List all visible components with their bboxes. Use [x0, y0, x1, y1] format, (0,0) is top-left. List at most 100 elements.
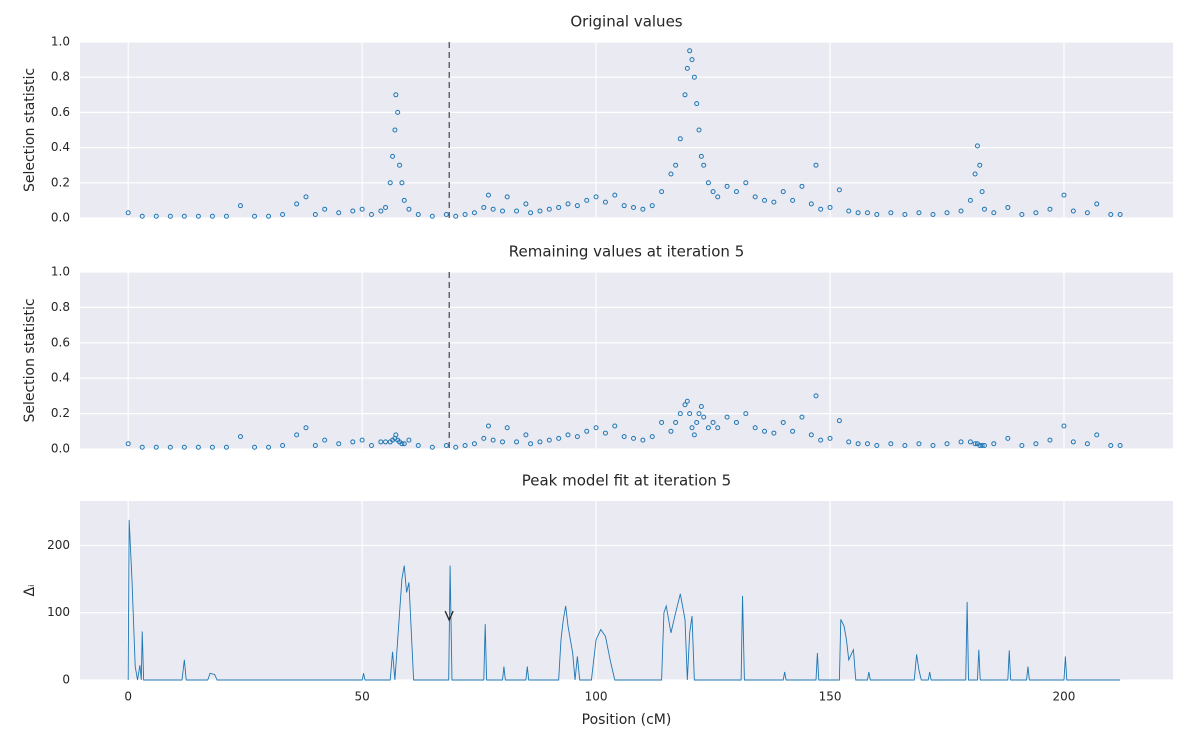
panel: 0.0 0.2 0.4 0.6 0.8 1.0 Remaining values at it…: [22, 243, 1173, 456]
point: [771, 199, 777, 205]
point: [1061, 423, 1067, 429]
point: [546, 437, 552, 443]
point: [181, 213, 187, 219]
point: [979, 442, 985, 448]
point: [383, 439, 389, 445]
point: [640, 437, 646, 443]
point: [733, 419, 739, 425]
x-tick-label: 150: [819, 690, 842, 704]
point: [537, 439, 543, 445]
point: [266, 444, 272, 450]
point: [336, 210, 342, 216]
point: [237, 434, 243, 440]
point: [715, 194, 721, 200]
point: [528, 210, 534, 216]
point: [979, 189, 985, 195]
point: [1047, 206, 1053, 212]
point: [855, 210, 861, 216]
point: [252, 213, 258, 219]
point: [649, 434, 655, 440]
point: [649, 203, 655, 209]
point: [701, 162, 707, 168]
point: [1094, 432, 1100, 438]
point: [565, 432, 571, 438]
point: [387, 180, 393, 186]
point: [902, 442, 908, 448]
point: [504, 425, 510, 431]
point: [429, 444, 435, 450]
point: [682, 402, 688, 408]
point: [715, 425, 721, 431]
x-tick-label: 0: [124, 690, 132, 704]
point: [813, 162, 819, 168]
point: [771, 430, 777, 436]
point: [537, 208, 543, 214]
point: [429, 213, 435, 219]
point: [485, 192, 491, 198]
point: [724, 183, 730, 189]
x-tick-label: 100: [585, 690, 608, 704]
point: [401, 197, 407, 203]
point: [181, 444, 187, 450]
point: [1019, 442, 1025, 448]
point: [453, 444, 459, 450]
point: [631, 204, 637, 210]
point: [303, 194, 309, 200]
point: [167, 444, 173, 450]
y-tick-label: 0.2: [51, 175, 70, 189]
x-axis-label: Position (cM): [582, 712, 672, 728]
y-tick-label: 0.4: [51, 140, 70, 154]
point: [659, 189, 665, 195]
point: [195, 213, 201, 219]
point: [799, 183, 805, 189]
point: [125, 210, 131, 216]
point: [266, 213, 272, 219]
point: [546, 206, 552, 212]
point: [694, 419, 700, 425]
point: [415, 211, 421, 217]
point: [701, 414, 707, 420]
point: [368, 211, 374, 217]
y-axis-label: Selection statistic: [22, 298, 38, 422]
point: [612, 423, 618, 429]
point: [710, 419, 716, 425]
point: [393, 92, 399, 98]
point: [490, 206, 496, 212]
panel: 0.0 0.2 0.4 0.6 0.8 1.0 Original values Selecti…: [22, 13, 1173, 225]
point: [677, 136, 683, 142]
point: [790, 428, 796, 434]
point: [698, 404, 704, 410]
point: [378, 439, 384, 445]
point: [902, 211, 908, 217]
point: [958, 208, 964, 214]
point: [312, 442, 318, 448]
point: [406, 437, 412, 443]
point: [1084, 441, 1090, 447]
point: [294, 432, 300, 438]
point: [752, 194, 758, 200]
point: [528, 441, 534, 447]
point: [125, 441, 131, 447]
y-tick-label: 0.0: [51, 211, 70, 225]
fit-line: [127, 519, 1121, 681]
point: [974, 143, 980, 149]
point: [874, 211, 880, 217]
point: [312, 211, 318, 217]
point: [612, 192, 618, 198]
point: [752, 425, 758, 431]
y-axis-label: Selection statistic: [22, 68, 38, 192]
point: [668, 171, 674, 177]
point: [1005, 204, 1011, 210]
point: [780, 189, 786, 195]
point: [462, 442, 468, 448]
point: [153, 213, 159, 219]
point: [602, 430, 608, 436]
point: [139, 213, 145, 219]
point: [504, 194, 510, 200]
point: [684, 398, 690, 404]
point: [790, 197, 796, 203]
point: [443, 442, 449, 448]
point: [696, 127, 702, 133]
